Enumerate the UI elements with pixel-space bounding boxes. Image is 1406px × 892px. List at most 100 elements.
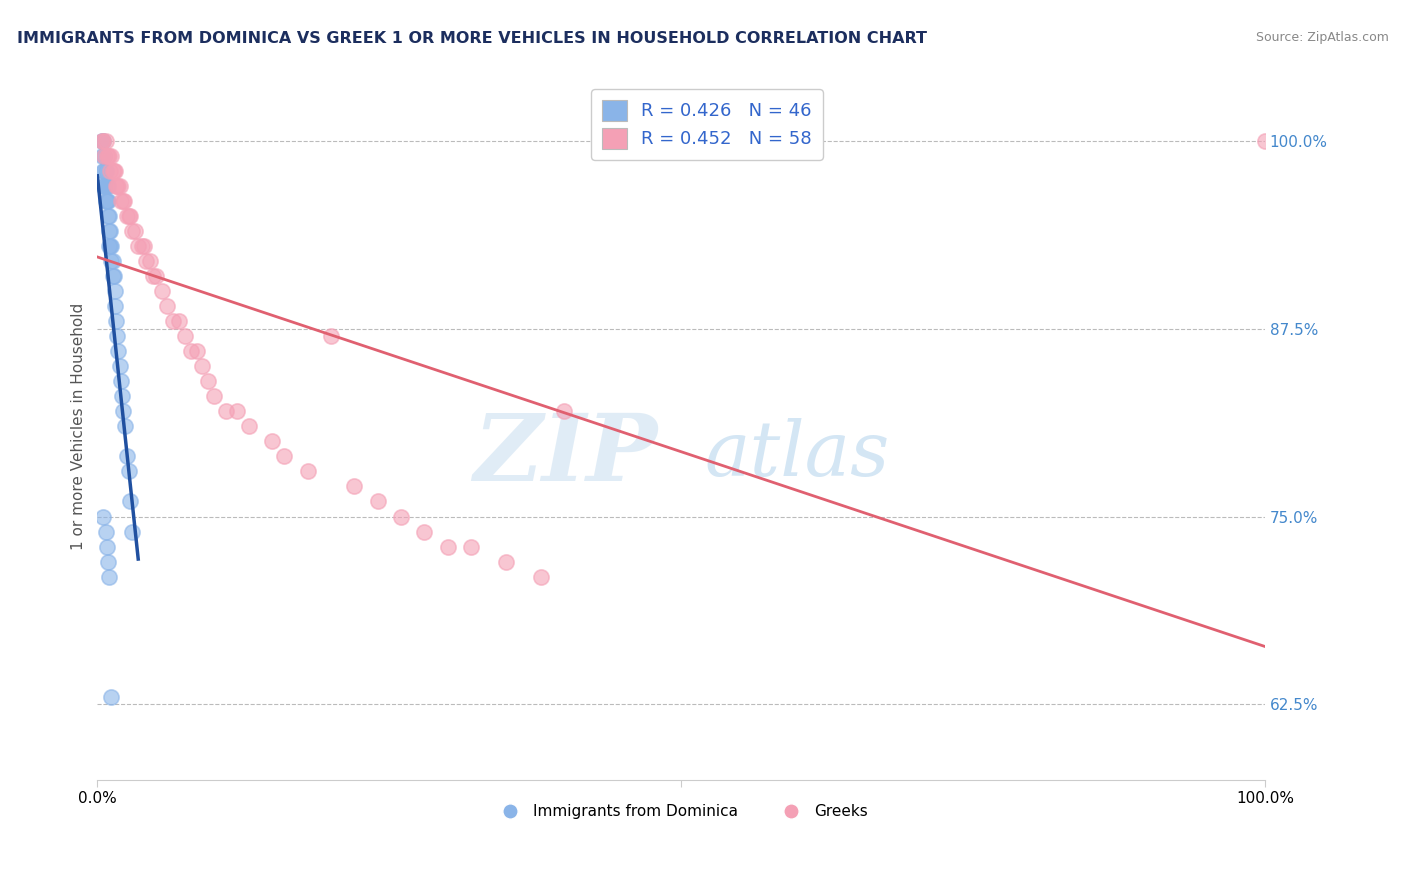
Point [112, 194, 135, 208]
Point [97, 178, 120, 193]
Point [94, 194, 117, 208]
Point [112, 404, 135, 418]
Point [94, 134, 117, 148]
Point [1254, 134, 1277, 148]
Point [108, 178, 131, 193]
Point [101, 163, 124, 178]
Point [162, 314, 184, 328]
Point [104, 284, 127, 298]
Point [97, 555, 120, 569]
Point [98, 209, 121, 223]
Point [121, 524, 143, 539]
Point [127, 239, 149, 253]
Point [343, 479, 366, 493]
Point [105, 178, 128, 193]
Point [91, 163, 114, 178]
Point [226, 404, 249, 418]
Point [436, 540, 458, 554]
Point [91, 134, 114, 148]
Point [197, 374, 219, 388]
Point [107, 178, 129, 193]
Point [131, 239, 153, 253]
Point [97, 209, 120, 223]
Point [98, 224, 121, 238]
Point [91, 134, 114, 148]
Point [96, 178, 118, 193]
Point [118, 209, 141, 223]
Point [118, 494, 141, 508]
Point [135, 254, 157, 268]
Point [180, 344, 202, 359]
Point [110, 374, 132, 388]
Point [98, 149, 121, 163]
Point [460, 540, 482, 554]
Legend: Immigrants from Dominica, Greeks: Immigrants from Dominica, Greeks [488, 797, 875, 825]
Point [97, 149, 120, 163]
Point [191, 359, 214, 373]
Point [98, 224, 121, 238]
Point [98, 569, 121, 583]
Point [100, 149, 122, 163]
Point [215, 404, 238, 418]
Text: IMMIGRANTS FROM DOMINICA VS GREEK 1 OR MORE VEHICLES IN HOUSEHOLD CORRELATION CH: IMMIGRANTS FROM DOMINICA VS GREEK 1 OR M… [17, 31, 927, 46]
Point [96, 149, 118, 163]
Point [319, 329, 342, 343]
Point [174, 329, 197, 343]
Point [107, 344, 129, 359]
Point [91, 509, 114, 524]
Point [96, 540, 118, 554]
Point [98, 239, 121, 253]
Point [98, 163, 121, 178]
Text: ZIP: ZIP [474, 409, 658, 500]
Point [186, 344, 208, 359]
Point [262, 434, 284, 449]
Point [98, 239, 121, 253]
Point [91, 178, 114, 193]
Point [96, 194, 118, 208]
Point [94, 178, 117, 193]
Point [112, 194, 135, 208]
Point [413, 524, 436, 539]
Point [115, 450, 138, 464]
Point [553, 404, 575, 418]
Point [115, 209, 138, 223]
Point [91, 134, 114, 148]
Point [156, 299, 179, 313]
Point [93, 149, 115, 163]
Point [110, 194, 132, 208]
Point [121, 224, 143, 238]
Point [145, 268, 167, 283]
Point [93, 163, 115, 178]
Text: atlas: atlas [704, 417, 890, 491]
Point [118, 209, 141, 223]
Point [94, 163, 117, 178]
Point [103, 163, 125, 178]
Point [103, 268, 125, 283]
Point [530, 569, 553, 583]
Y-axis label: 1 or more Vehicles in Household: 1 or more Vehicles in Household [72, 302, 86, 549]
Text: Source: ZipAtlas.com: Source: ZipAtlas.com [1256, 31, 1389, 45]
Point [495, 555, 517, 569]
Point [104, 163, 127, 178]
Point [91, 134, 114, 148]
Point [105, 314, 128, 328]
Point [273, 450, 295, 464]
Point [297, 464, 319, 478]
Point [101, 268, 124, 283]
Point [238, 419, 260, 434]
Point [111, 389, 134, 403]
Point [367, 494, 389, 508]
Point [101, 254, 124, 268]
Point [105, 178, 128, 193]
Point [105, 329, 128, 343]
Point [94, 524, 117, 539]
Point [100, 239, 122, 253]
Point [118, 464, 141, 478]
Point [104, 299, 127, 313]
Point [114, 419, 136, 434]
Point [167, 314, 190, 328]
Point [93, 178, 115, 193]
Point [142, 268, 165, 283]
Point [139, 254, 162, 268]
Point [202, 389, 225, 403]
